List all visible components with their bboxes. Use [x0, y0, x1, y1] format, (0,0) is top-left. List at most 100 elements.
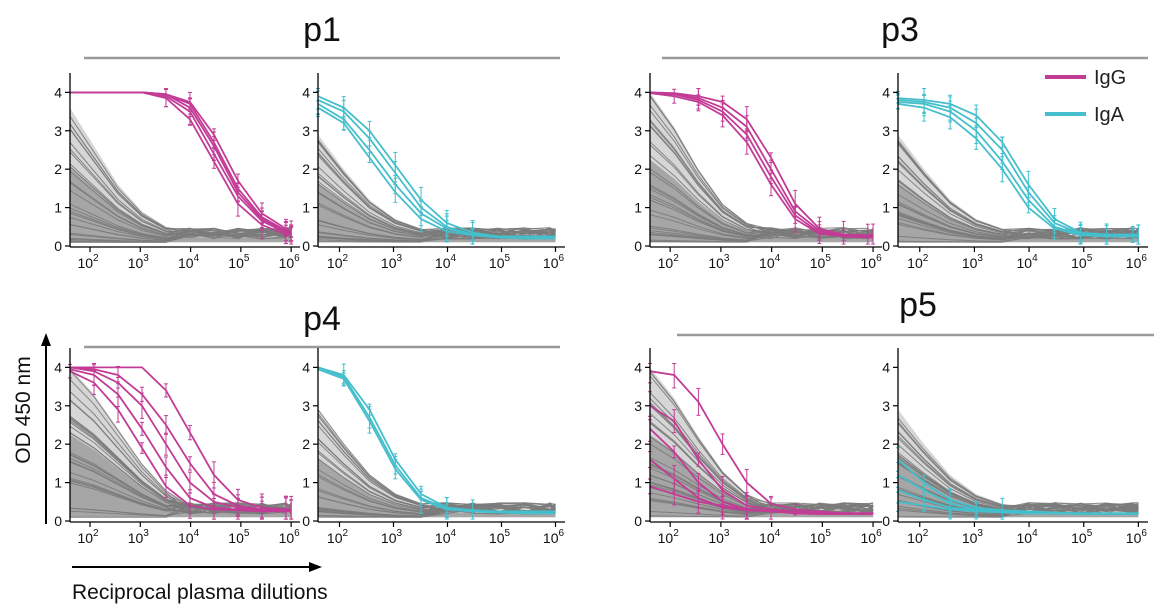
control-curve — [897, 455, 1139, 515]
chart-p5-igg: 0 1 2 3 4 102 103 104 105 106 — [634, 348, 882, 546]
chart-p3-igg: 0 1 2 3 4 102 103 104 105 106 — [634, 73, 882, 271]
x-tick-label: 105 — [1071, 253, 1093, 271]
y-tick-label: 2 — [54, 436, 62, 452]
x-tick-label: 102 — [77, 253, 99, 271]
control-curve — [69, 230, 292, 243]
y-tick-label: 1 — [634, 200, 642, 216]
y-tick-label: 0 — [882, 513, 890, 529]
y-tick-label: 4 — [302, 84, 310, 100]
x-tick-label: 104 — [1016, 253, 1038, 271]
panel-headers: p1 p3 p4 p5 — [84, 11, 1154, 349]
control-curve — [649, 188, 874, 240]
x-tick-label: 105 — [489, 528, 511, 546]
control-core-band — [650, 159, 874, 243]
x-tick-label: 105 — [810, 253, 832, 271]
y-tick-label: 0 — [634, 238, 642, 254]
y-tick-label: 1 — [634, 475, 642, 491]
chart-p4-iga: 0 1 2 3 4 102 103 104 105 106 — [302, 348, 565, 546]
x-tick-label: 105 — [228, 253, 250, 271]
control-curve — [897, 501, 1139, 516]
control-curve — [897, 141, 1139, 239]
x-tick-label: 103 — [128, 253, 150, 271]
control-core-band — [898, 183, 1139, 243]
y-tick-label: 3 — [634, 123, 642, 139]
y-tick-label: 0 — [302, 513, 310, 529]
y-tick-label: 1 — [882, 200, 890, 216]
series-line-iga-4 — [897, 500, 1139, 515]
x-tick-label: 102 — [907, 528, 929, 546]
x-tick-label: 104 — [759, 528, 781, 546]
legend: IgG IgA — [1045, 67, 1126, 126]
x-tick-label: 102 — [327, 528, 349, 546]
x-tick-label: 103 — [708, 253, 730, 271]
y-tick-label: 4 — [882, 84, 890, 100]
y-tick-label: 0 — [302, 238, 310, 254]
y-tick-label: 0 — [54, 513, 62, 529]
x-tick-label: 106 — [279, 253, 301, 271]
x-tick-label: 102 — [327, 253, 349, 271]
series-line-igg-5 — [649, 485, 874, 515]
x-tick-label: 103 — [128, 528, 150, 546]
y-tick-label: 2 — [302, 436, 310, 452]
x-tick-label: 102 — [658, 253, 680, 271]
x-axis-label: Reciprocal plasma dilutions — [72, 581, 328, 604]
control-curve — [69, 166, 292, 239]
y-tick-label: 3 — [302, 398, 310, 414]
panel-title-p4: p4 — [303, 300, 341, 338]
control-curve — [897, 421, 1139, 514]
y-tick-label: 4 — [882, 359, 890, 375]
control-curve — [897, 203, 1139, 238]
y-tick-label: 0 — [634, 513, 642, 529]
x-tick-label: 104 — [435, 528, 457, 546]
x-tick-label: 104 — [435, 253, 457, 271]
y-tick-label: 4 — [302, 359, 310, 375]
legend-label-iga: IgA — [1094, 104, 1125, 126]
chart-p5-iga: 0 1 2 3 4 102 103 104 105 106 — [882, 348, 1148, 546]
y-tick-label: 3 — [54, 123, 62, 139]
x-tick-label: 105 — [228, 528, 250, 546]
x-tick-label: 102 — [658, 528, 680, 546]
y-tick-label: 3 — [302, 123, 310, 139]
x-tick-label: 106 — [543, 253, 565, 271]
y-tick-label: 3 — [54, 398, 62, 414]
control-curve — [69, 182, 292, 238]
y-tick-label: 2 — [54, 161, 62, 177]
x-tick-label: 103 — [708, 528, 730, 546]
x-tick-label: 102 — [77, 528, 99, 546]
x-tick-label: 106 — [860, 528, 882, 546]
x-tick-label: 106 — [860, 253, 882, 271]
chart-p1-iga: 0 1 2 3 4 102 103 104 105 106 — [302, 73, 565, 271]
control-curve — [897, 230, 1139, 243]
control-core-band — [318, 183, 556, 243]
y-tick-label: 4 — [634, 359, 642, 375]
panel-title-p1: p1 — [303, 11, 341, 49]
y-tick-label: 3 — [882, 398, 890, 414]
y-tick-label: 3 — [882, 123, 890, 139]
y-axis-arrowhead — [41, 333, 51, 346]
x-tick-label: 104 — [178, 528, 200, 546]
control-range-band — [318, 134, 556, 243]
x-tick-label: 103 — [962, 528, 984, 546]
y-tick-label: 4 — [54, 359, 62, 375]
control-curve — [649, 228, 874, 242]
x-tick-label: 102 — [907, 253, 929, 271]
chart-p4-igg: 0 1 2 3 4 102 103 104 105 106 — [54, 348, 300, 546]
y-tick-label: 2 — [634, 436, 642, 452]
x-tick-label: 106 — [1126, 253, 1148, 271]
x-tick-label: 106 — [279, 528, 301, 546]
control-curve — [69, 163, 292, 240]
y-axis-label: OD 450 nm — [12, 356, 35, 463]
y-tick-label: 3 — [634, 398, 642, 414]
x-tick-label: 106 — [1126, 528, 1148, 546]
y-tick-label: 0 — [54, 238, 62, 254]
y-tick-label: 1 — [302, 475, 310, 491]
x-tick-label: 103 — [381, 528, 403, 546]
x-tick-label: 105 — [810, 528, 832, 546]
y-tick-label: 2 — [634, 161, 642, 177]
chart-p1-igg: 0 1 2 3 4 102 103 104 105 106 — [54, 73, 300, 271]
panel-title-p5: p5 — [899, 286, 937, 324]
control-curve — [897, 217, 1139, 240]
y-tick-label: 2 — [302, 161, 310, 177]
y-tick-label: 1 — [882, 475, 890, 491]
